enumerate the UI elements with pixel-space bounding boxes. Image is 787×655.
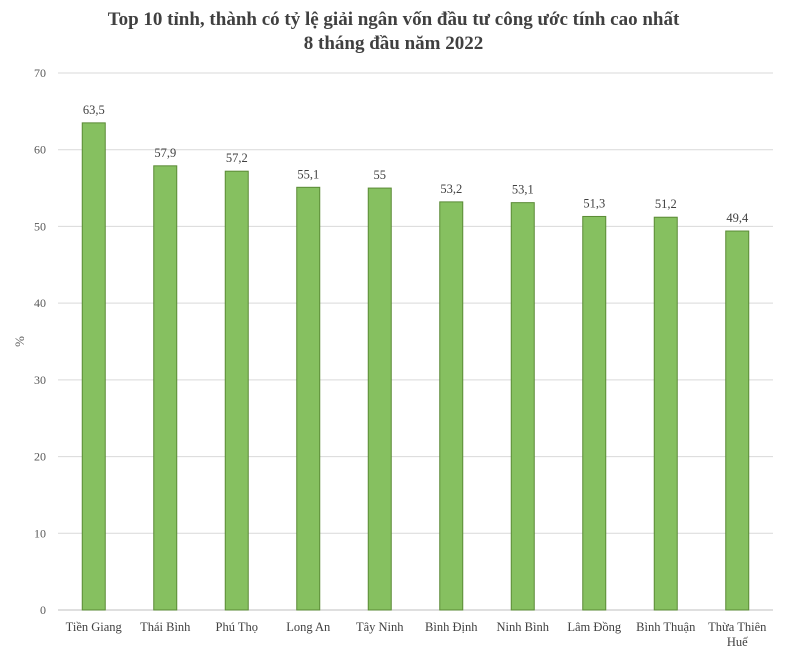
chart-title-line-1: Top 10 tỉnh, thành có tỷ lệ giải ngân vố… [107, 9, 680, 30]
data-label: 55 [374, 168, 387, 182]
y-tick-label: 50 [34, 219, 46, 233]
data-label: 57,9 [154, 146, 176, 160]
bar [296, 186, 321, 611]
y-axis-label: % [12, 336, 27, 347]
bar [510, 202, 535, 611]
y-tick-label: 20 [34, 450, 46, 464]
bar [224, 170, 249, 611]
data-label: 63,5 [83, 103, 105, 117]
bar [653, 216, 678, 611]
y-tick-label: 70 [34, 66, 46, 80]
data-label: 53,1 [512, 183, 534, 197]
data-label: 57,2 [226, 151, 248, 165]
bar [582, 215, 607, 611]
data-label: 51,3 [583, 196, 605, 210]
x-category-label: Thừa Thiên Huế [708, 620, 767, 649]
chart-title: Top 10 tỉnh, thành có tỷ lệ giải ngân vố… [0, 8, 787, 56]
data-label: 53,2 [440, 182, 462, 196]
y-tick-label: 60 [34, 143, 46, 157]
bar [439, 201, 464, 611]
y-tick-label: 30 [34, 373, 46, 387]
bar [81, 122, 106, 611]
x-category-label: Bình Thuận [636, 620, 696, 634]
data-label: 51,2 [655, 197, 677, 211]
bar [367, 187, 392, 611]
data-label: 49,4 [726, 211, 749, 225]
bar [153, 165, 178, 611]
x-category-label: Bình Định [425, 620, 478, 634]
x-category-label: Phú Thọ [216, 620, 259, 634]
bars [81, 122, 750, 611]
x-category-label: Long An [286, 620, 331, 634]
x-category-label: Ninh Bình [497, 620, 550, 634]
chart-title-line-2: 8 tháng đầu năm 2022 [303, 33, 484, 54]
y-tick-label: 40 [34, 296, 46, 310]
y-tick-label: 10 [34, 526, 46, 540]
bar [725, 230, 750, 611]
x-category-label: Lâm Đồng [567, 620, 622, 634]
x-axis-categories: Tiền Giang Thái Bình Phú Thọ Long An Tây Nin… [66, 620, 767, 649]
data-label: 55,1 [297, 167, 319, 181]
data-labels: 63,5 57,9 57,2 55,1 55 53,2 53,1 51,3 51,2 49,4 [83, 103, 749, 225]
x-category-label: Tiền Giang [66, 620, 123, 634]
y-tick-label: 0 [40, 603, 46, 617]
y-axis-ticks: 0 10 20 30 40 50 60 70 [34, 66, 46, 617]
x-category-label: Thái Bình [140, 620, 191, 634]
x-category-label: Tây Ninh [356, 620, 404, 634]
